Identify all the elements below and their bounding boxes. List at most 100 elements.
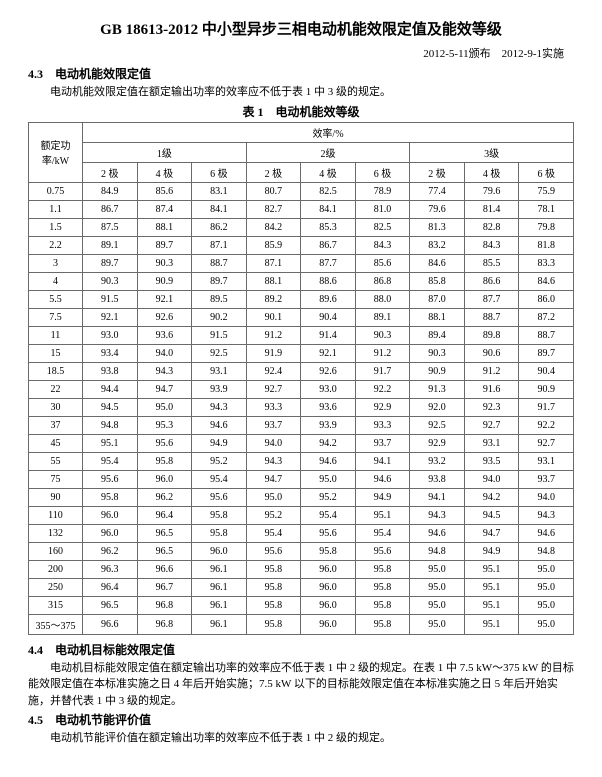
cell-value: 96.4: [137, 506, 192, 524]
cell-value: 95.0: [519, 560, 574, 578]
cell-value: 95.2: [192, 452, 247, 470]
cell-value: 93.7: [519, 470, 574, 488]
cell-value: 91.2: [464, 362, 519, 380]
cell-kw: 250: [29, 578, 83, 596]
cell-value: 96.3: [83, 560, 138, 578]
cell-value: 95.8: [246, 614, 301, 634]
table-row: 0.7584.985.683.180.782.578.977.479.675.9: [29, 182, 574, 200]
cell-value: 96.8: [137, 614, 192, 634]
table-row: 3794.895.394.693.793.993.392.592.792.2: [29, 416, 574, 434]
cell-value: 96.0: [301, 614, 356, 634]
cell-kw: 11: [29, 326, 83, 344]
cell-value: 93.7: [246, 416, 301, 434]
cell-value: 94.1: [355, 452, 410, 470]
cell-value: 84.1: [301, 200, 356, 218]
cell-value: 96.1: [192, 578, 247, 596]
cell-value: 82.8: [464, 218, 519, 236]
cell-kw: 110: [29, 506, 83, 524]
cell-value: 95.8: [355, 596, 410, 614]
cell-value: 87.1: [246, 254, 301, 272]
cell-value: 95.6: [192, 488, 247, 506]
cell-value: 89.6: [301, 290, 356, 308]
cell-value: 81.3: [410, 218, 465, 236]
cell-value: 95.0: [519, 614, 574, 634]
cell-value: 92.9: [410, 434, 465, 452]
cell-kw: 0.75: [29, 182, 83, 200]
cell-value: 94.3: [192, 398, 247, 416]
cell-value: 95.8: [137, 452, 192, 470]
cell-value: 87.1: [192, 236, 247, 254]
cell-value: 92.6: [137, 308, 192, 326]
table-row: 2.289.189.787.185.986.784.383.284.381.8: [29, 236, 574, 254]
cell-kw: 15: [29, 344, 83, 362]
header-level-3: 3级: [410, 142, 574, 162]
cell-value: 95.0: [301, 470, 356, 488]
cell-value: 88.1: [410, 308, 465, 326]
cell-value: 90.2: [192, 308, 247, 326]
cell-value: 78.1: [519, 200, 574, 218]
cell-value: 94.8: [410, 542, 465, 560]
cell-value: 85.6: [137, 182, 192, 200]
section-4-4-body: 电动机目标能效限定值在额定输出功率的效率应不低于表 1 中 2 级的规定。在表 …: [28, 660, 574, 710]
cell-value: 94.4: [83, 380, 138, 398]
cell-value: 94.9: [355, 488, 410, 506]
section-4-3-body: 电动机能效限定值在额定输出功率的效率应不低于表 1 中 3 级的规定。: [28, 84, 574, 101]
cell-value: 96.0: [83, 506, 138, 524]
cell-value: 95.8: [355, 578, 410, 596]
cell-value: 94.9: [464, 542, 519, 560]
cell-value: 94.3: [519, 506, 574, 524]
cell-value: 96.0: [83, 524, 138, 542]
cell-value: 96.2: [137, 488, 192, 506]
cell-value: 79.6: [410, 200, 465, 218]
cell-value: 85.6: [355, 254, 410, 272]
cell-value: 95.1: [464, 614, 519, 634]
table-body: 0.7584.985.683.180.782.578.977.479.675.9…: [29, 182, 574, 634]
cell-value: 93.4: [83, 344, 138, 362]
cell-value: 93.3: [355, 416, 410, 434]
cell-value: 95.8: [301, 542, 356, 560]
section-4-5-body: 电动机节能评价值在额定输出功率的效率应不低于表 1 中 2 级的规定。: [28, 730, 574, 747]
cell-value: 89.7: [519, 344, 574, 362]
issue-date-line: 2012-5-11颁布 2012-9-1实施: [28, 45, 574, 61]
cell-value: 91.4: [301, 326, 356, 344]
cell-kw: 200: [29, 560, 83, 578]
section-4-5-heading: 4.5 电动机节能评价值: [28, 711, 574, 728]
cell-value: 90.3: [83, 272, 138, 290]
header-efficiency: 效率/%: [83, 122, 574, 142]
table-row: 3094.595.094.393.393.692.992.092.391.7: [29, 398, 574, 416]
cell-kw: 132: [29, 524, 83, 542]
cell-value: 95.6: [83, 470, 138, 488]
cell-value: 96.6: [83, 614, 138, 634]
cell-value: 94.8: [519, 542, 574, 560]
cell-value: 88.0: [355, 290, 410, 308]
cell-value: 92.9: [355, 398, 410, 416]
cell-value: 81.0: [355, 200, 410, 218]
cell-value: 93.6: [301, 398, 356, 416]
cell-value: 87.0: [410, 290, 465, 308]
table-row: 25096.496.796.195.896.095.895.095.195.0: [29, 578, 574, 596]
table-header: 额定功率/kW 效率/% 1级 2级 3级 2 极 4 极 6 极 2 极 4 …: [29, 122, 574, 182]
cell-value: 91.2: [246, 326, 301, 344]
cell-value: 83.2: [410, 236, 465, 254]
cell-kw: 5.5: [29, 290, 83, 308]
cell-value: 87.4: [137, 200, 192, 218]
table-row: 2294.494.793.992.793.092.291.391.690.9: [29, 380, 574, 398]
cell-value: 96.5: [83, 596, 138, 614]
cell-value: 84.3: [355, 236, 410, 254]
cell-value: 94.1: [410, 488, 465, 506]
table-row: 20096.396.696.195.896.095.895.095.195.0: [29, 560, 574, 578]
cell-value: 90.4: [301, 308, 356, 326]
table-row: 5595.495.895.294.394.694.193.293.593.1: [29, 452, 574, 470]
cell-value: 88.1: [246, 272, 301, 290]
cell-value: 87.5: [83, 218, 138, 236]
cell-value: 89.7: [192, 272, 247, 290]
header-l3-6pole: 6 极: [519, 162, 574, 182]
cell-value: 95.0: [410, 614, 465, 634]
table-row: 16096.296.596.095.695.895.694.894.994.8: [29, 542, 574, 560]
cell-value: 82.5: [301, 182, 356, 200]
cell-value: 87.7: [301, 254, 356, 272]
cell-value: 84.2: [246, 218, 301, 236]
cell-value: 95.3: [137, 416, 192, 434]
cell-value: 96.5: [137, 524, 192, 542]
cell-value: 94.5: [83, 398, 138, 416]
